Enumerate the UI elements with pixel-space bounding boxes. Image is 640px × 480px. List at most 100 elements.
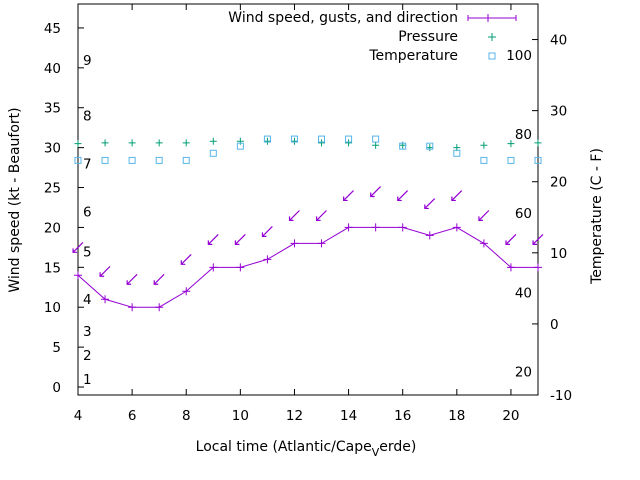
- ticks-group: [77, 4, 538, 396]
- x-tick-label: 8: [182, 408, 191, 424]
- pressure-point: [372, 141, 380, 149]
- pressure-point: [182, 139, 190, 147]
- y-axis-title: Wind speed (kt - Beaufort): [7, 107, 23, 292]
- temperature-point: [74, 156, 82, 164]
- gust-arrow: [234, 234, 246, 245]
- wind-speed-point: [479, 239, 488, 248]
- wind-speed-point: [236, 263, 245, 272]
- legend-entry-temperature: Temperature: [368, 48, 496, 64]
- gust-arrow: [397, 190, 409, 202]
- temperature-point: [507, 156, 515, 164]
- series-group: [72, 135, 544, 312]
- legend-marker-wind: [467, 14, 517, 22]
- y-tick-label: 40: [44, 61, 61, 77]
- temperature-point: [155, 156, 163, 164]
- gust-arrow: [72, 242, 84, 253]
- wind-speed-point: [128, 303, 137, 312]
- y2-axis-title: Temperature (C - F): [589, 148, 605, 285]
- beaufort-label: 7: [83, 157, 92, 173]
- y2-tick-label: 40: [550, 33, 567, 49]
- temperature-point: [128, 156, 136, 164]
- temperature-point: [263, 135, 271, 143]
- gust-arrow: [288, 210, 300, 222]
- wind-speed-point: [290, 239, 299, 248]
- y-tick-label: 45: [44, 21, 61, 37]
- x-tick-label: 16: [394, 408, 411, 424]
- gust-arrow: [505, 234, 517, 245]
- pressure-point: [209, 137, 217, 145]
- y2-tick-label: 30: [550, 104, 567, 120]
- x-tick-label: 6: [128, 408, 137, 424]
- pressure-point: [263, 137, 271, 145]
- y2-tick-label: -10: [550, 388, 572, 404]
- gust-arrow: [261, 226, 273, 237]
- wind-speed-point: [317, 239, 326, 248]
- beaufort-label: 1: [83, 372, 92, 388]
- pressure-point: [318, 139, 326, 147]
- gust-arrow: [180, 253, 192, 265]
- beaufort-label: 2: [83, 348, 92, 364]
- wind-speed-point: [155, 303, 164, 312]
- legend-entry-wind: Wind speed, gusts, and direction: [228, 10, 517, 26]
- temperature-point: [534, 156, 542, 164]
- gust-arrow: [451, 190, 463, 202]
- temperature-point: [453, 149, 461, 157]
- gust-arrow: [153, 273, 165, 285]
- pressure-point: [236, 137, 244, 145]
- x-axis-title: Local time (Atlantic/CapeVerde): [196, 439, 417, 459]
- pressure-point: [480, 141, 488, 149]
- wind-speed-point: [371, 223, 380, 232]
- beaufort-label: 6: [83, 204, 92, 220]
- x-tick-label: 14: [340, 408, 357, 424]
- x-tick-label: 4: [74, 408, 83, 424]
- wind-speed-point: [506, 263, 515, 272]
- temperature-point: [426, 142, 434, 150]
- wind-speed-point: [398, 223, 407, 232]
- temperature-point: [182, 156, 190, 164]
- pressure-point: [507, 140, 515, 148]
- beaufort-label: 4: [83, 292, 92, 308]
- x-tick-label: 20: [502, 408, 519, 424]
- legend-entry-pressure: Pressure: [398, 29, 496, 45]
- fahrenheit-label: 60: [515, 206, 532, 222]
- pressure-point: [128, 139, 136, 147]
- wind-speed-point: [209, 263, 218, 272]
- pressure-point: [426, 144, 434, 152]
- gust-arrow: [424, 198, 436, 210]
- gust-arrow: [207, 234, 219, 245]
- y2-tick-label: 10: [550, 246, 567, 262]
- beaufort-label: 3: [83, 324, 92, 340]
- y-tick-label: 15: [44, 260, 61, 276]
- beaufort-label: 9: [83, 53, 92, 69]
- temperature-point: [372, 135, 380, 143]
- y-tick-label: 20: [44, 220, 61, 236]
- y-tick-label: 10: [44, 300, 61, 316]
- y-tick-label: 0: [52, 380, 61, 396]
- x-tick-label: 10: [232, 408, 249, 424]
- plot-frame-group: [77, 3, 539, 396]
- x-tick-label: 18: [448, 408, 465, 424]
- beaufort-label: 8: [83, 109, 92, 125]
- pressure-point: [534, 139, 542, 147]
- legend: Wind speed, gusts, and direction Pressur…: [228, 10, 517, 64]
- fahrenheit-label: 20: [515, 365, 532, 381]
- x-tick-label: 12: [286, 408, 303, 424]
- pressure-point: [101, 139, 109, 147]
- gust-arrow: [532, 234, 544, 245]
- fahrenheit-label: 100: [506, 48, 532, 64]
- legend-marker-pressure: [488, 33, 496, 41]
- temperature-point: [209, 149, 217, 157]
- fahrenheit-label: 80: [515, 127, 532, 143]
- legend-label-wind: Wind speed, gusts, and direction: [228, 10, 458, 26]
- gust-arrow: [370, 186, 382, 198]
- temperature-point: [236, 142, 244, 150]
- labels-group: 4 6 8 10 12 14 16 18 20051015202530354045-100102…: [44, 21, 572, 424]
- gust-arrow: [315, 210, 327, 222]
- wind-speed-point: [101, 295, 110, 304]
- y-tick-label: 5: [52, 340, 61, 356]
- temperature-point: [290, 135, 298, 143]
- temperature-point: [101, 156, 109, 164]
- y2-tick-label: 20: [550, 175, 567, 191]
- wind-speed-line: [77, 226, 538, 308]
